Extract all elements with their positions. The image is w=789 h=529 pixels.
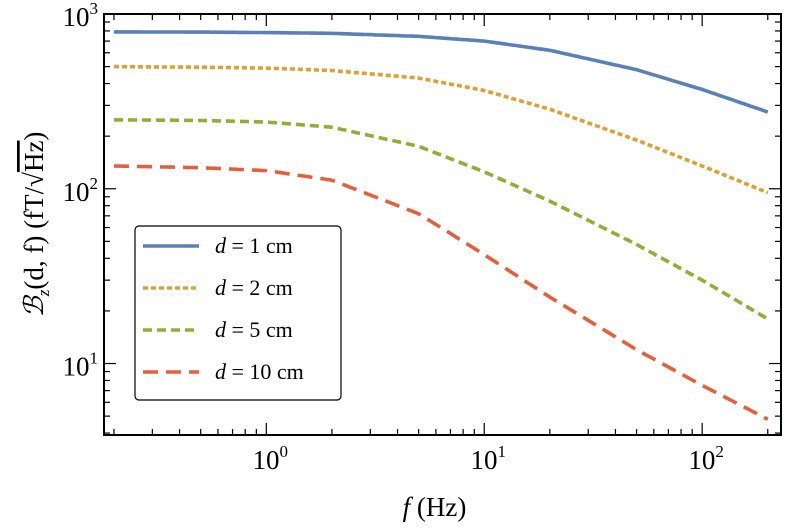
series-line-1 — [114, 30, 769, 114]
x-tick-label: 100 — [253, 442, 289, 475]
y-axis-label: ℬz(d, f) (fT/√Hz) — [19, 132, 53, 318]
y-tick-label: 103 — [63, 0, 99, 32]
legend-label: d = 5 cm — [215, 317, 293, 342]
legend-label: d = 1 cm — [215, 233, 293, 258]
series-layer — [113, 30, 769, 421]
plot-frame — [103, 13, 782, 436]
series-line-2 — [114, 64, 769, 195]
x-tick-label: 101 — [470, 442, 506, 475]
tick-labels: 100 101 102 101 102 103 — [63, 0, 724, 475]
legend-box — [134, 225, 342, 401]
legend: d = 1 cm d = 2 cm d = 5 cm d = 10 cm — [134, 225, 342, 401]
x-tick-label: 102 — [688, 442, 724, 475]
series-line-3 — [113, 118, 769, 321]
legend-label: d = 10 cm — [215, 359, 304, 384]
x-axis-label: f (Hz) — [403, 492, 467, 522]
y-tick-label: 101 — [63, 349, 99, 382]
legend-label: d = 2 cm — [215, 275, 293, 300]
y-tick-label: 102 — [63, 174, 99, 207]
